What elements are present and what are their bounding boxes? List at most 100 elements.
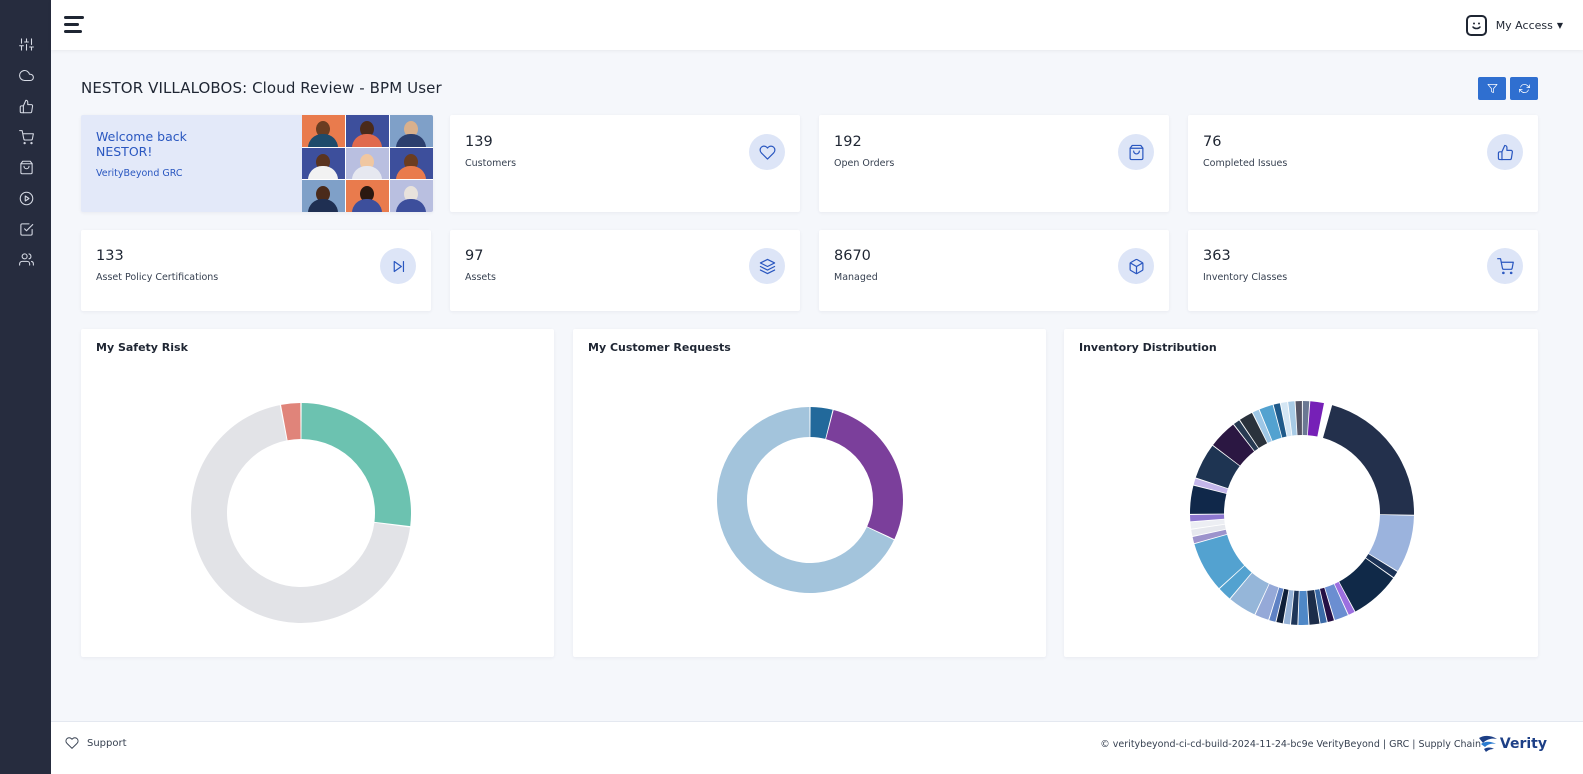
donut-slice[interactable] (1191, 524, 1226, 536)
donut-slice[interactable] (1307, 590, 1320, 625)
bag-icon[interactable] (16, 157, 36, 177)
donut-slice[interactable] (1324, 584, 1348, 621)
cart-icon[interactable] (16, 127, 36, 147)
my-access-menu[interactable]: My Access ▼ (1465, 14, 1563, 36)
bag-icon[interactable] (1118, 134, 1154, 170)
donut-slice[interactable] (1194, 534, 1245, 589)
donut-slice[interactable] (281, 403, 301, 441)
heart-icon[interactable] (749, 134, 785, 170)
donut-slice[interactable] (717, 407, 894, 593)
play-circle-icon[interactable] (16, 188, 36, 208)
donut-slice[interactable] (1230, 572, 1269, 615)
safety-risk-chart-card: My Safety Risk (81, 329, 554, 657)
donut-slice[interactable] (1190, 514, 1225, 522)
donut-slice[interactable] (1239, 412, 1268, 449)
donut-slice[interactable] (810, 407, 833, 439)
donut-slice[interactable] (301, 403, 411, 527)
verity-logo-text: Verity (1499, 736, 1547, 752)
welcome-greeting: Welcome back (96, 129, 187, 144)
welcome-card: Welcome back NESTOR! VerityBeyond GRC (81, 115, 433, 212)
donut-slice[interactable] (1219, 565, 1252, 599)
stat-label: Asset Policy Certifications (96, 272, 219, 283)
stat-value: 76 (1203, 134, 1222, 150)
stat-value: 133 (96, 248, 124, 264)
stat-label: Managed (834, 272, 878, 283)
donut-slice[interactable] (1255, 583, 1279, 620)
box-icon[interactable] (1118, 248, 1154, 284)
donut-slice[interactable] (1317, 403, 1332, 438)
welcome-brand: VerityBeyond GRC (96, 168, 183, 179)
filter-icon (1487, 84, 1497, 93)
refresh-button[interactable] (1510, 77, 1538, 100)
donut-slice[interactable] (1233, 420, 1259, 452)
stat-value: 363 (1203, 248, 1231, 264)
stat-value: 139 (465, 134, 493, 150)
donut-slice[interactable] (1368, 514, 1414, 572)
stat-card-asset-policy-certifications: 133 Asset Policy Certifications (81, 230, 431, 311)
donut-slice[interactable] (1280, 401, 1292, 437)
donut-slice[interactable] (1365, 554, 1398, 578)
skip-forward-icon[interactable] (380, 248, 416, 284)
stat-card-assets: 97 Assets (450, 230, 800, 311)
stat-label: Completed Issues (1203, 158, 1288, 169)
donut-slice[interactable] (1273, 403, 1287, 438)
cart-icon[interactable] (1487, 248, 1523, 284)
cloud-icon[interactable] (16, 65, 36, 85)
inventory-distribution-donut (1190, 401, 1414, 625)
checkbox-icon[interactable] (16, 219, 36, 239)
thumbs-up-icon[interactable] (16, 96, 36, 116)
page-title: NESTOR VILLALOBOS: Cloud Review - BPM Us… (81, 79, 442, 97)
donut-slice[interactable] (1195, 445, 1240, 489)
safety-risk-donut (191, 403, 411, 623)
donut-slice[interactable] (1334, 581, 1355, 615)
filter-button[interactable] (1478, 77, 1506, 100)
donut-slice[interactable] (1193, 478, 1228, 494)
donut-slice[interactable] (1295, 401, 1302, 436)
donut-slice[interactable] (1319, 587, 1334, 622)
copyright-text: © veritybeyond-ci-cd-build-2024-11-24-bc… (1100, 739, 1481, 750)
thumbs-up-icon[interactable] (1487, 134, 1523, 170)
stat-label: Customers (465, 158, 517, 169)
donut-slice[interactable] (1288, 401, 1297, 436)
stat-value: 8670 (834, 248, 871, 264)
donut-slice[interactable] (1307, 401, 1324, 437)
stat-card-managed: 8670 Managed (819, 230, 1169, 311)
stat-card-completed-issues: 76 Completed Issues (1188, 115, 1538, 212)
donut-slice[interactable] (1323, 405, 1414, 515)
hamburger-icon[interactable] (64, 16, 84, 34)
top-bar: My Access ▼ (51, 0, 1583, 50)
donut-slice[interactable] (1290, 590, 1299, 625)
customer-requests-donut (717, 407, 903, 593)
stat-value: 192 (834, 134, 862, 150)
donut-slice[interactable] (191, 405, 411, 623)
chart-title: My Safety Risk (96, 341, 188, 354)
donut-slice[interactable] (1252, 409, 1272, 443)
stat-value: 97 (465, 248, 484, 264)
layers-icon[interactable] (749, 248, 785, 284)
stat-label: Inventory Classes (1203, 272, 1288, 283)
donut-slice[interactable] (1302, 401, 1310, 436)
refresh-icon (1518, 83, 1530, 94)
customer-requests-chart-card: My Customer Requests (573, 329, 1046, 657)
donut-slice[interactable] (1190, 519, 1225, 529)
welcome-user: NESTOR! (96, 144, 153, 159)
smiley-icon (1465, 14, 1487, 36)
sliders-icon[interactable] (16, 34, 36, 54)
donut-slice[interactable] (1259, 404, 1282, 441)
donut-slice[interactable] (1339, 558, 1394, 612)
donut-slice[interactable] (1213, 424, 1255, 466)
donut-slice[interactable] (1298, 590, 1309, 625)
verity-logo[interactable]: Verity (1478, 735, 1547, 753)
verity-logo-icon (1478, 735, 1497, 752)
donut-slice[interactable] (1276, 588, 1289, 624)
users-icon[interactable] (16, 249, 36, 269)
support-link[interactable]: Support (65, 736, 127, 750)
donut-slice[interactable] (826, 410, 903, 540)
donut-slice[interactable] (1190, 485, 1227, 514)
donut-slice[interactable] (1314, 589, 1327, 624)
team-illustration (302, 115, 433, 212)
donut-slice[interactable] (1283, 589, 1294, 625)
donut-slice[interactable] (1269, 587, 1284, 622)
my-access-label: My Access (1495, 18, 1553, 32)
donut-slice[interactable] (1192, 529, 1227, 544)
